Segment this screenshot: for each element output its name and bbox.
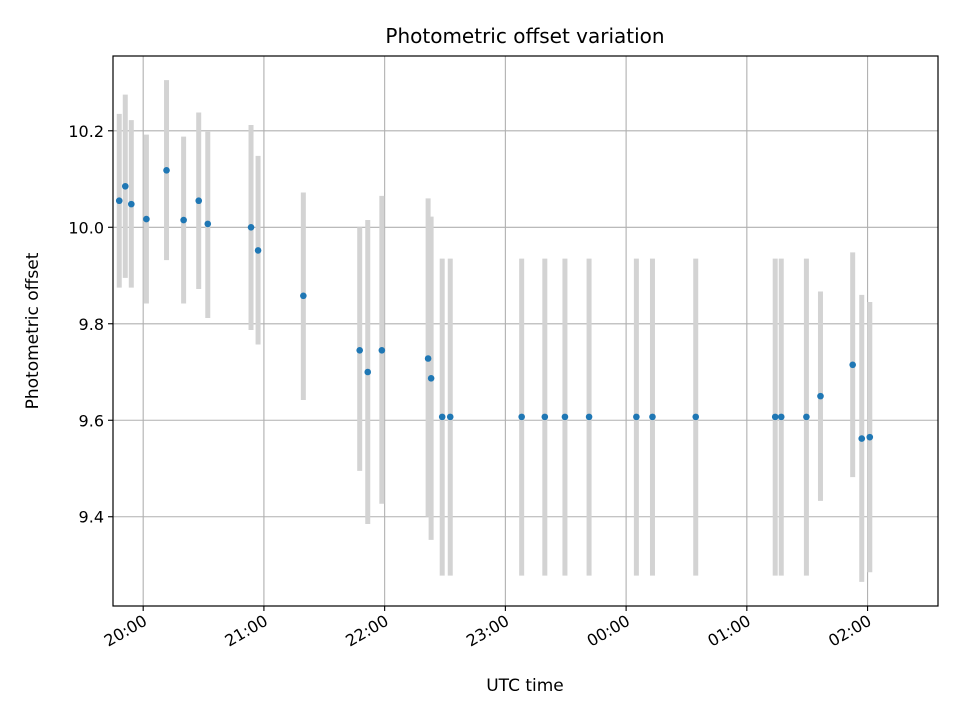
data-point bbox=[128, 200, 135, 208]
data-point bbox=[121, 182, 129, 190]
y-axis-title: Photometric offset bbox=[23, 252, 43, 409]
data-point bbox=[585, 413, 593, 421]
data-point bbox=[777, 413, 785, 421]
data-point bbox=[424, 355, 432, 362]
data-point bbox=[247, 223, 255, 231]
data-point bbox=[561, 413, 569, 421]
grid bbox=[113, 56, 938, 606]
data-point bbox=[300, 292, 307, 300]
data-point bbox=[649, 413, 656, 421]
data-point bbox=[446, 413, 454, 421]
plot-area bbox=[113, 56, 938, 606]
y-tick-label: 10.2 bbox=[68, 122, 104, 141]
data-point bbox=[378, 346, 386, 354]
data-point bbox=[438, 413, 446, 421]
x-axis-title: UTC time bbox=[486, 676, 564, 696]
y-tick-label: 9.4 bbox=[79, 508, 104, 527]
data-point bbox=[692, 413, 700, 421]
data-point bbox=[427, 374, 435, 382]
data-point bbox=[163, 167, 170, 174]
data-point bbox=[364, 368, 372, 376]
data-point bbox=[803, 413, 810, 421]
data-point bbox=[204, 220, 212, 228]
data-point bbox=[541, 413, 549, 421]
data-point bbox=[356, 346, 363, 354]
y-tick-label: 9.6 bbox=[79, 411, 104, 430]
data-point bbox=[254, 247, 262, 254]
data-point bbox=[866, 433, 874, 441]
y-tick-label: 10.0 bbox=[68, 218, 104, 237]
data-point bbox=[771, 413, 779, 421]
data-points bbox=[115, 167, 874, 442]
data-point bbox=[195, 197, 203, 205]
data-point bbox=[180, 216, 187, 224]
data-point bbox=[849, 361, 856, 369]
data-point bbox=[115, 197, 123, 205]
y-tick-label: 9.8 bbox=[79, 315, 104, 334]
chart-title: Photometric offset variation bbox=[385, 24, 664, 48]
data-point bbox=[143, 215, 150, 223]
data-point bbox=[518, 413, 525, 421]
data-point bbox=[633, 413, 640, 421]
data-point bbox=[858, 435, 866, 442]
data-point bbox=[817, 392, 824, 400]
plot-frame bbox=[112, 55, 939, 607]
